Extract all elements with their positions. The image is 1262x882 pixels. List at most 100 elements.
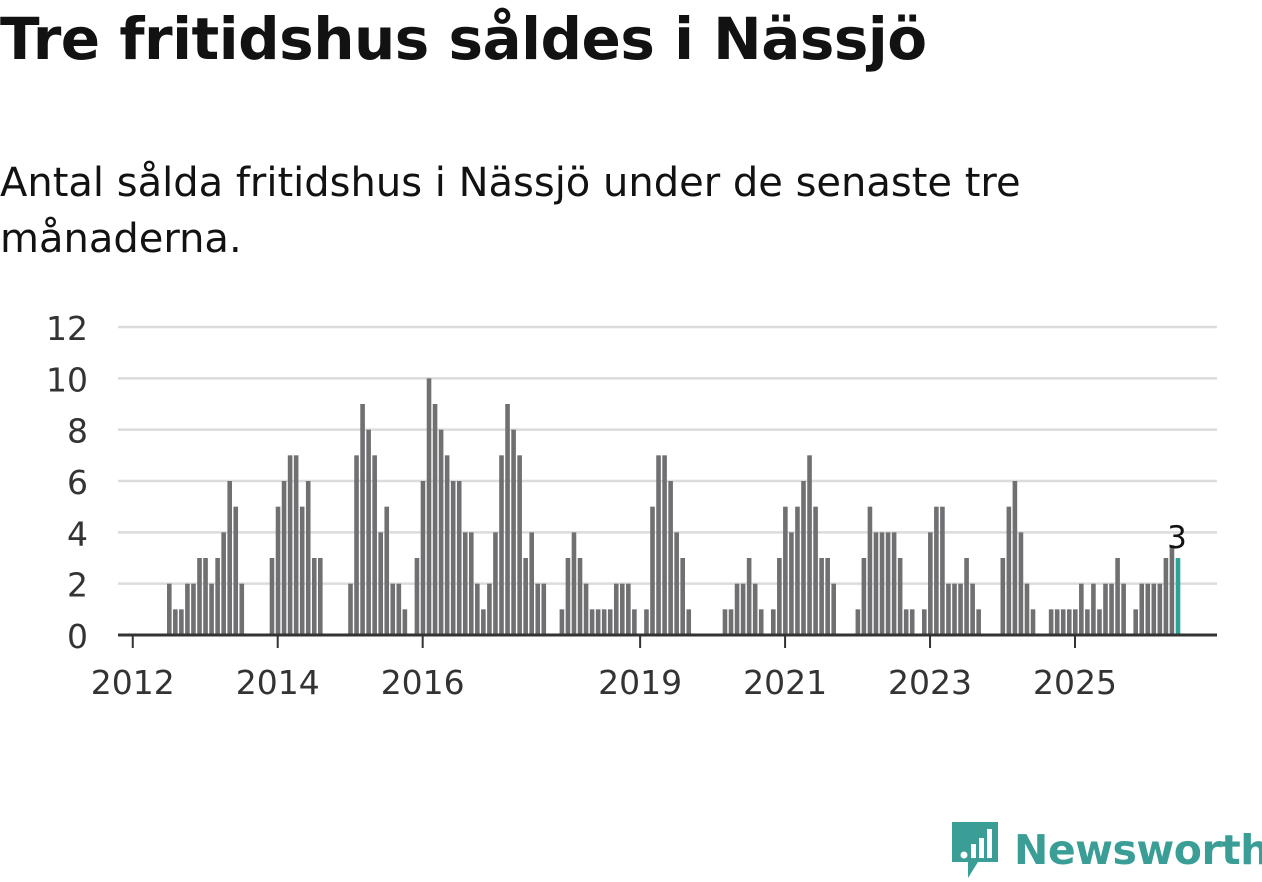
y-axis-tick-labels: 0 2 4 6 8 10 12 xyxy=(46,309,88,656)
bar-169 xyxy=(1066,609,1072,635)
bar-147 xyxy=(934,506,939,635)
bar-44 xyxy=(311,558,317,635)
bar-22 xyxy=(179,609,184,635)
bar-141 xyxy=(897,558,903,635)
newsworthy-logo[interactable]: Newsworthy xyxy=(950,818,1262,882)
bar-103 xyxy=(668,481,673,635)
bar-28 xyxy=(215,558,220,635)
bar-63 xyxy=(426,378,432,635)
bar-39 xyxy=(281,481,287,635)
bar-50 xyxy=(348,583,353,635)
bar-104 xyxy=(674,532,679,635)
bar-125 xyxy=(801,481,806,635)
bar-115 xyxy=(740,583,746,635)
data-label-latest: 3 xyxy=(1167,520,1187,556)
bars xyxy=(167,378,1181,635)
bar-139 xyxy=(885,532,891,635)
bar-77 xyxy=(511,429,516,635)
bar-146 xyxy=(928,532,933,635)
bar-178 xyxy=(1121,583,1126,635)
bar-81 xyxy=(535,583,541,635)
bar-74 xyxy=(493,532,498,635)
x-tick-label-2021: 2021 xyxy=(743,663,827,702)
bar-96 xyxy=(626,583,631,635)
y-tick-label-0: 0 xyxy=(67,617,88,656)
bar-64 xyxy=(432,404,438,635)
bar-181 xyxy=(1139,583,1145,635)
bar-31 xyxy=(233,506,239,635)
bar-122 xyxy=(783,506,788,635)
bar-170 xyxy=(1073,609,1078,635)
bar-183 xyxy=(1151,583,1157,635)
bar-65 xyxy=(438,429,444,635)
bar-143 xyxy=(909,609,915,635)
bar-59 xyxy=(402,609,408,635)
bar-173 xyxy=(1091,583,1096,635)
bar-75 xyxy=(499,455,504,635)
bar-24 xyxy=(191,583,196,635)
bar-92 xyxy=(601,609,607,635)
brand-name: Newsworthy xyxy=(1014,825,1262,874)
data-labels: 3 xyxy=(1167,520,1187,556)
bar-91 xyxy=(595,609,601,635)
bar-67 xyxy=(450,481,456,635)
bar-168 xyxy=(1060,609,1066,635)
bar-69 xyxy=(462,532,468,635)
bar-25 xyxy=(197,558,202,635)
bar-37 xyxy=(269,558,275,635)
bar-149 xyxy=(946,583,951,635)
bar-150 xyxy=(952,583,957,635)
bar-62 xyxy=(420,481,426,635)
bar-76 xyxy=(505,404,510,635)
bar-55 xyxy=(378,532,383,635)
x-tick-label-2023: 2023 xyxy=(888,663,972,702)
bar-94 xyxy=(613,583,619,635)
chart-title: Tre fritidshus såldes i Nässjö xyxy=(0,5,927,73)
y-tick-label-6: 6 xyxy=(67,463,88,502)
bar-30 xyxy=(227,481,232,635)
bar-52 xyxy=(360,404,365,635)
bar-134 xyxy=(855,609,861,635)
bar-21 xyxy=(173,609,178,635)
y-tick-label-12: 12 xyxy=(46,309,88,348)
bar-172 xyxy=(1085,609,1090,635)
bar-88 xyxy=(577,558,583,635)
bar-71 xyxy=(475,583,480,635)
bar-148 xyxy=(940,506,945,635)
x-tick-label-2025: 2025 xyxy=(1033,663,1117,702)
bar-72 xyxy=(481,609,486,635)
bar-53 xyxy=(366,429,371,635)
bar-57 xyxy=(390,583,396,635)
bar-185 xyxy=(1163,558,1169,635)
bar-41 xyxy=(293,455,299,635)
bar-118 xyxy=(758,609,764,635)
bar-32 xyxy=(239,583,245,635)
newsworthy-logo-icon xyxy=(952,822,998,878)
bar-177 xyxy=(1115,558,1120,635)
bar-121 xyxy=(777,558,782,635)
bar-99 xyxy=(644,609,649,635)
bar-129 xyxy=(825,558,830,635)
bar-128 xyxy=(819,558,824,635)
bar-93 xyxy=(607,609,613,635)
x-axis-ticks: 2012 2014 2016 2019 2021 2023 2025 xyxy=(91,635,1117,702)
bar-151 xyxy=(958,583,963,635)
y-tick-label-2: 2 xyxy=(67,566,88,605)
bar-51 xyxy=(354,455,359,635)
bar-140 xyxy=(891,532,897,635)
bar-43 xyxy=(305,481,311,635)
x-tick-label-2014: 2014 xyxy=(236,663,320,702)
bar-180 xyxy=(1133,609,1138,635)
bar-100 xyxy=(650,506,655,635)
bar-70 xyxy=(469,532,474,635)
x-tick-label-2012: 2012 xyxy=(91,663,175,702)
x-tick-label-2016: 2016 xyxy=(381,663,465,702)
bar-101 xyxy=(656,455,661,635)
bar-26 xyxy=(203,558,208,635)
bar-154 xyxy=(976,609,981,635)
bar-152 xyxy=(964,558,969,635)
bar-42 xyxy=(299,506,305,635)
y-tick-label-10: 10 xyxy=(46,360,88,399)
bar-82 xyxy=(541,583,547,635)
bar-186 xyxy=(1169,545,1175,635)
